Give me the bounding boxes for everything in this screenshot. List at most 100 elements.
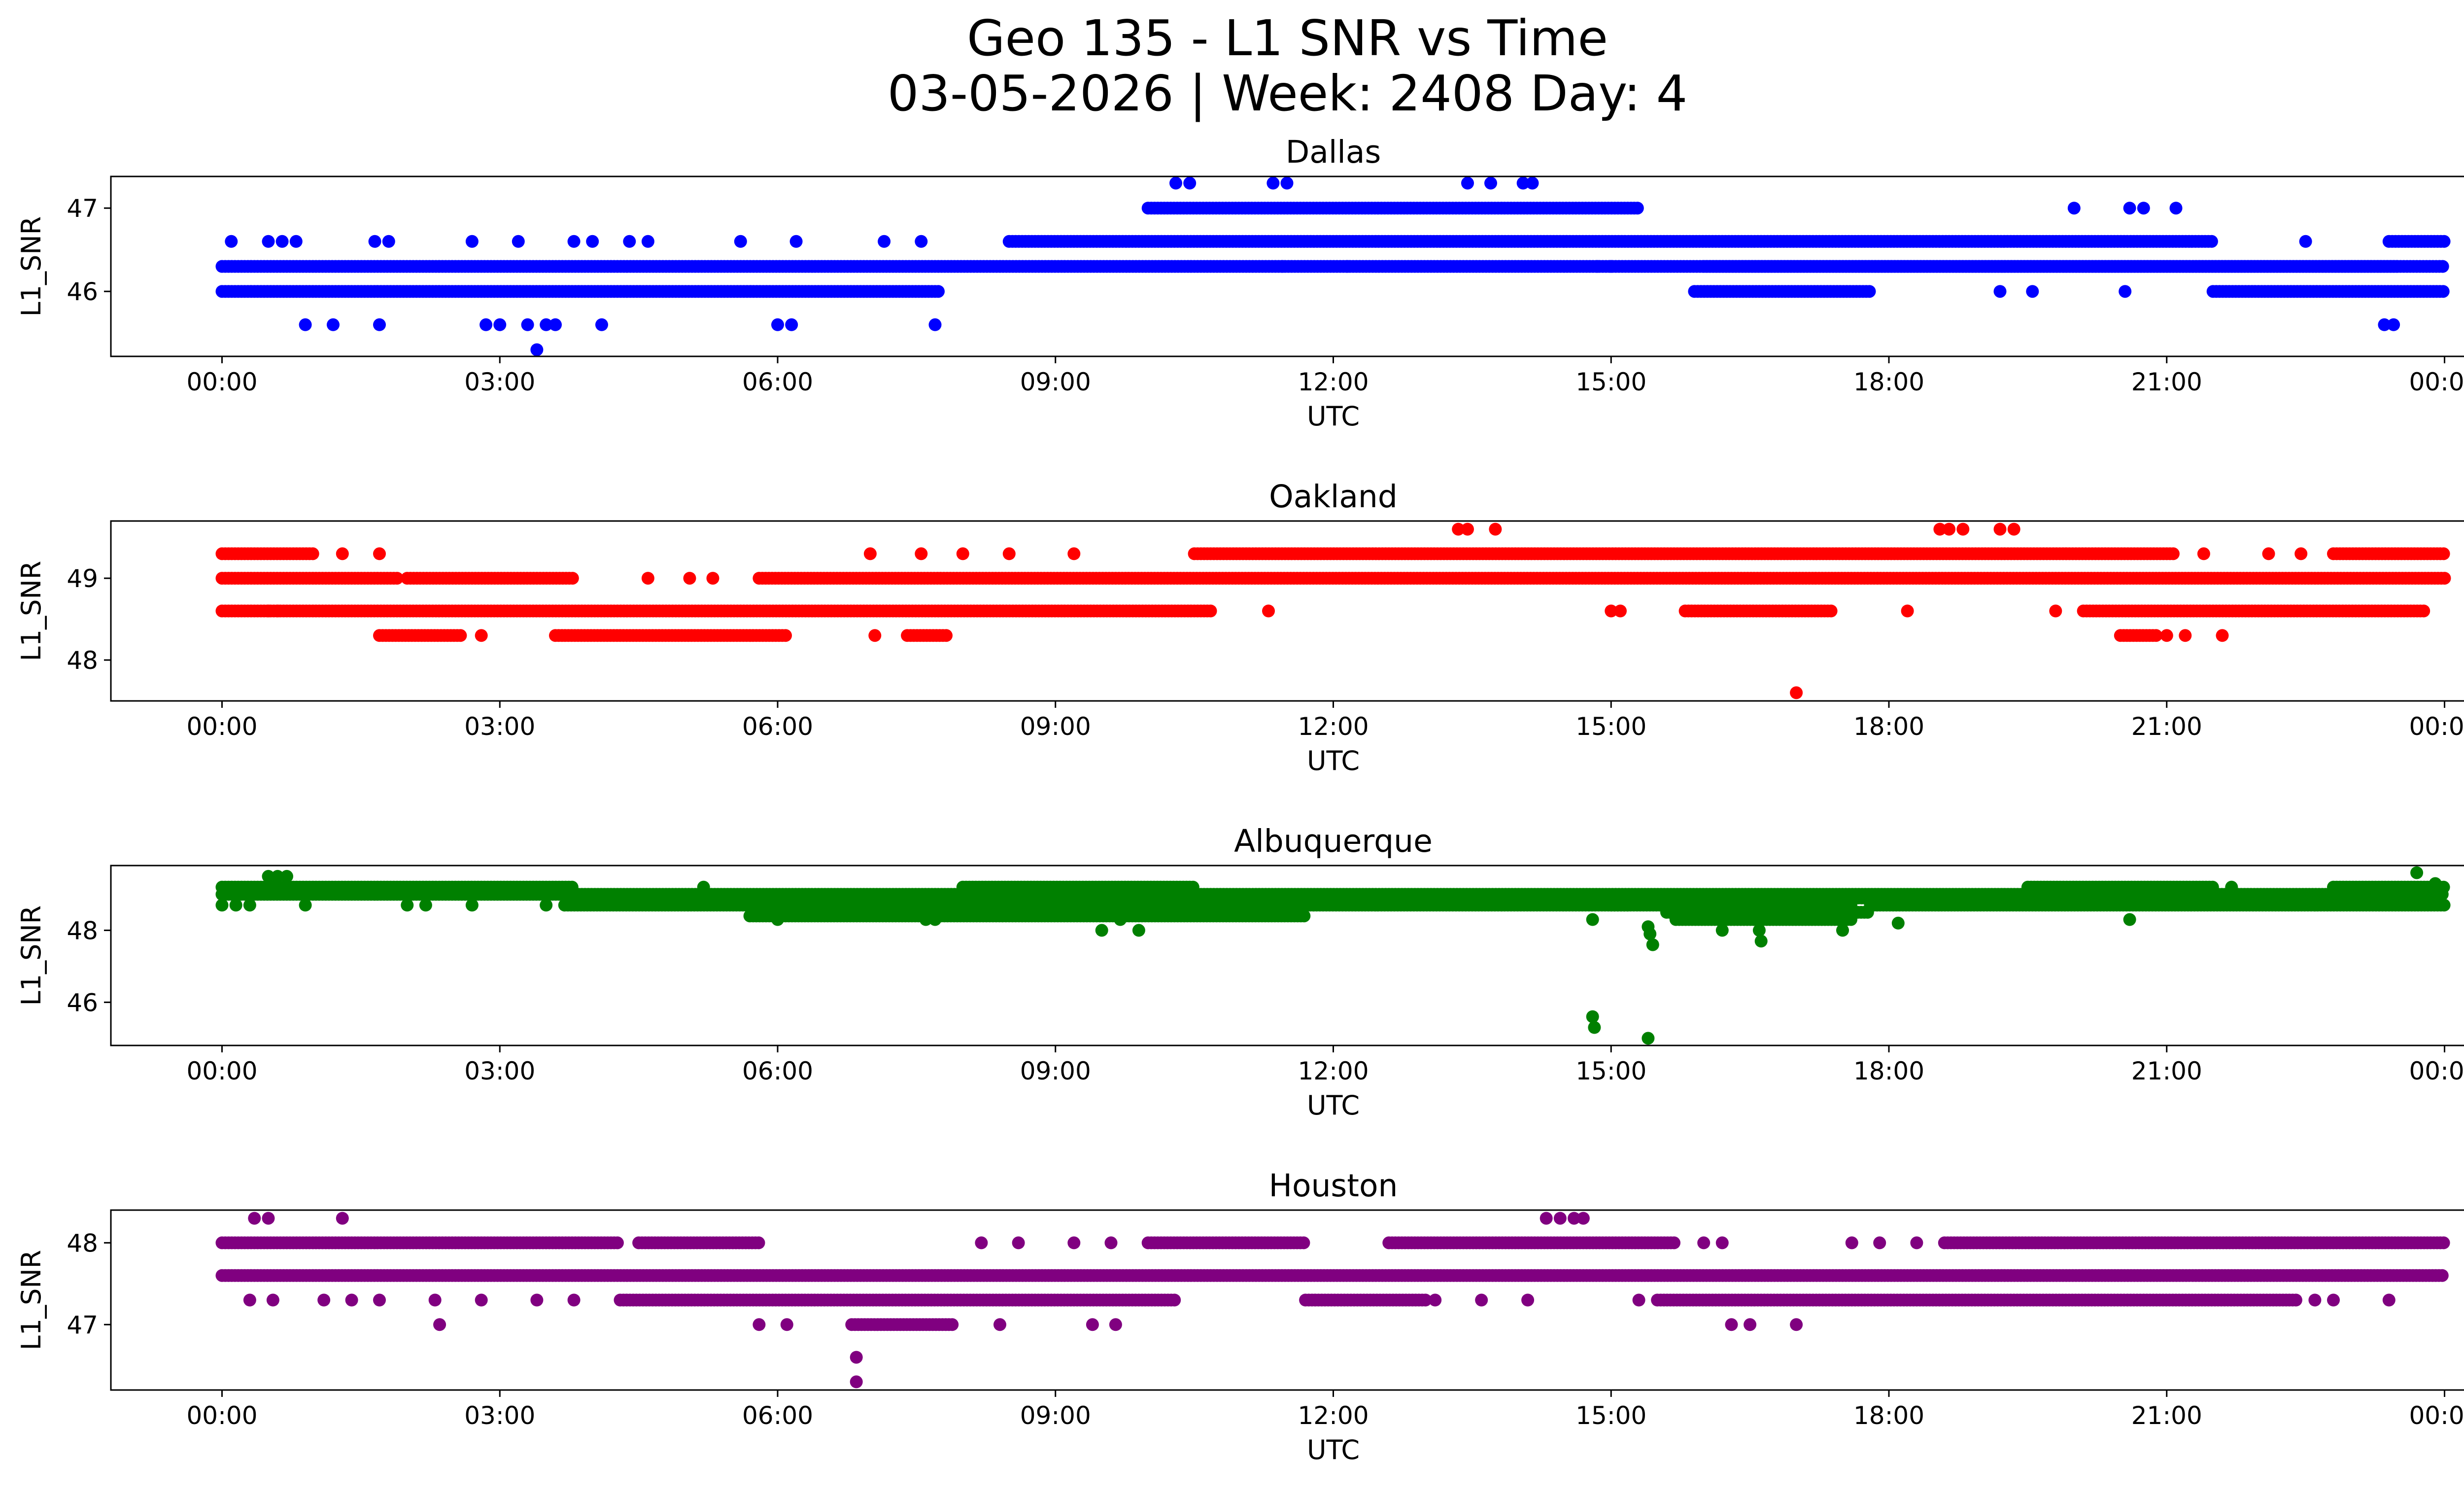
x-tick-label: 00:00 — [186, 368, 257, 396]
data-point — [373, 547, 386, 560]
data-point — [1067, 547, 1081, 560]
data-point — [2160, 629, 2173, 642]
data-point — [2436, 260, 2449, 273]
data-point — [1956, 522, 1970, 536]
data-point — [540, 318, 553, 331]
data-point — [586, 235, 599, 248]
data-point — [390, 572, 404, 585]
x-tick-label: 00:00 — [2409, 368, 2464, 396]
data-point — [683, 572, 696, 585]
data-point — [940, 629, 953, 642]
x-tick-label: 12:00 — [1298, 368, 1369, 396]
data-point — [932, 285, 945, 298]
x-tick-label: 18:00 — [1853, 712, 1924, 741]
subplot-title-dallas: Dallas — [1286, 134, 1381, 170]
x-tick-label: 15:00 — [1575, 712, 1646, 741]
x-axis-label: UTC — [1307, 745, 1360, 776]
data-point — [2137, 202, 2150, 215]
data-point — [1591, 260, 1604, 273]
points-oakland — [215, 522, 2451, 699]
x-tick-label: 06:00 — [742, 368, 813, 396]
data-point — [262, 604, 275, 618]
data-point — [595, 318, 608, 331]
data-point — [2378, 318, 2391, 331]
data-point — [915, 547, 928, 560]
data-point — [1614, 604, 1627, 618]
x-tick-label: 00:00 — [2409, 712, 2464, 741]
data-point — [2205, 235, 2218, 248]
data-point — [549, 318, 562, 331]
data-point — [479, 318, 493, 331]
data-point — [1002, 547, 1016, 560]
data-point — [1484, 176, 1497, 190]
data-point — [373, 318, 386, 331]
y-axis-label: L1_SNR — [16, 561, 47, 661]
data-point — [1631, 202, 1644, 215]
data-point — [2166, 547, 2180, 560]
x-tick-label: 00:00 — [186, 712, 257, 741]
data-point — [868, 629, 882, 642]
data-point — [1489, 522, 1502, 536]
data-point — [641, 235, 654, 248]
data-point — [863, 547, 877, 560]
data-point — [1993, 285, 2007, 298]
points-dallas — [215, 176, 2451, 356]
x-tick-label: 21:00 — [2131, 712, 2202, 741]
data-point — [2216, 629, 2229, 642]
data-point — [1516, 176, 1530, 190]
data-point — [1186, 880, 1199, 894]
data-point — [2387, 318, 2400, 331]
data-point — [1943, 522, 1956, 536]
data-point — [706, 572, 719, 585]
data-point — [1461, 176, 1474, 190]
x-tick-label: 12:00 — [1298, 712, 1369, 741]
data-point — [2067, 202, 2081, 215]
data-point — [289, 235, 303, 248]
data-point — [2026, 285, 2039, 298]
data-point — [336, 547, 349, 560]
data-point — [1933, 522, 1947, 536]
data-point — [1340, 260, 1354, 273]
y-tick-label: 46 — [67, 278, 98, 306]
data-point — [382, 235, 395, 248]
data-point — [327, 318, 340, 331]
data-point — [1169, 176, 1182, 190]
data-point — [1790, 686, 1803, 699]
data-point — [1452, 522, 1465, 536]
y-axis-label: L1_SNR — [16, 216, 47, 317]
data-point — [789, 235, 803, 248]
data-point — [2197, 547, 2210, 560]
data-point — [275, 235, 289, 248]
y-tick-label: 49 — [67, 564, 98, 593]
points-albuquerque — [215, 866, 2451, 1045]
x-tick-label: 06:00 — [742, 712, 813, 741]
figure-title-line1: Geo 135 - L1 SNR vs Time — [967, 9, 1608, 67]
data-point — [734, 235, 747, 248]
data-point — [641, 572, 654, 585]
data-point — [521, 318, 534, 331]
data-point — [1901, 604, 1914, 618]
data-point — [1276, 260, 1289, 273]
subplot-title-oakland: Oakland — [1269, 479, 1398, 515]
data-point — [512, 235, 525, 248]
x-tick-label: 03:00 — [464, 368, 535, 396]
data-point — [2179, 629, 2192, 642]
data-point — [915, 235, 928, 248]
data-point — [2123, 202, 2136, 215]
y-tick-label: 47 — [67, 194, 98, 223]
data-point — [1845, 913, 1857, 926]
figure-title-line2: 03-05-2026 | Week: 2408 Day: 4 — [887, 65, 1688, 122]
data-point — [2049, 604, 2062, 618]
data-point — [2150, 629, 2163, 642]
data-point — [306, 547, 319, 560]
data-point — [1605, 604, 1618, 618]
data-point — [530, 343, 544, 356]
data-point — [1863, 285, 1876, 298]
data-point — [2437, 235, 2451, 248]
data-point — [623, 235, 636, 248]
